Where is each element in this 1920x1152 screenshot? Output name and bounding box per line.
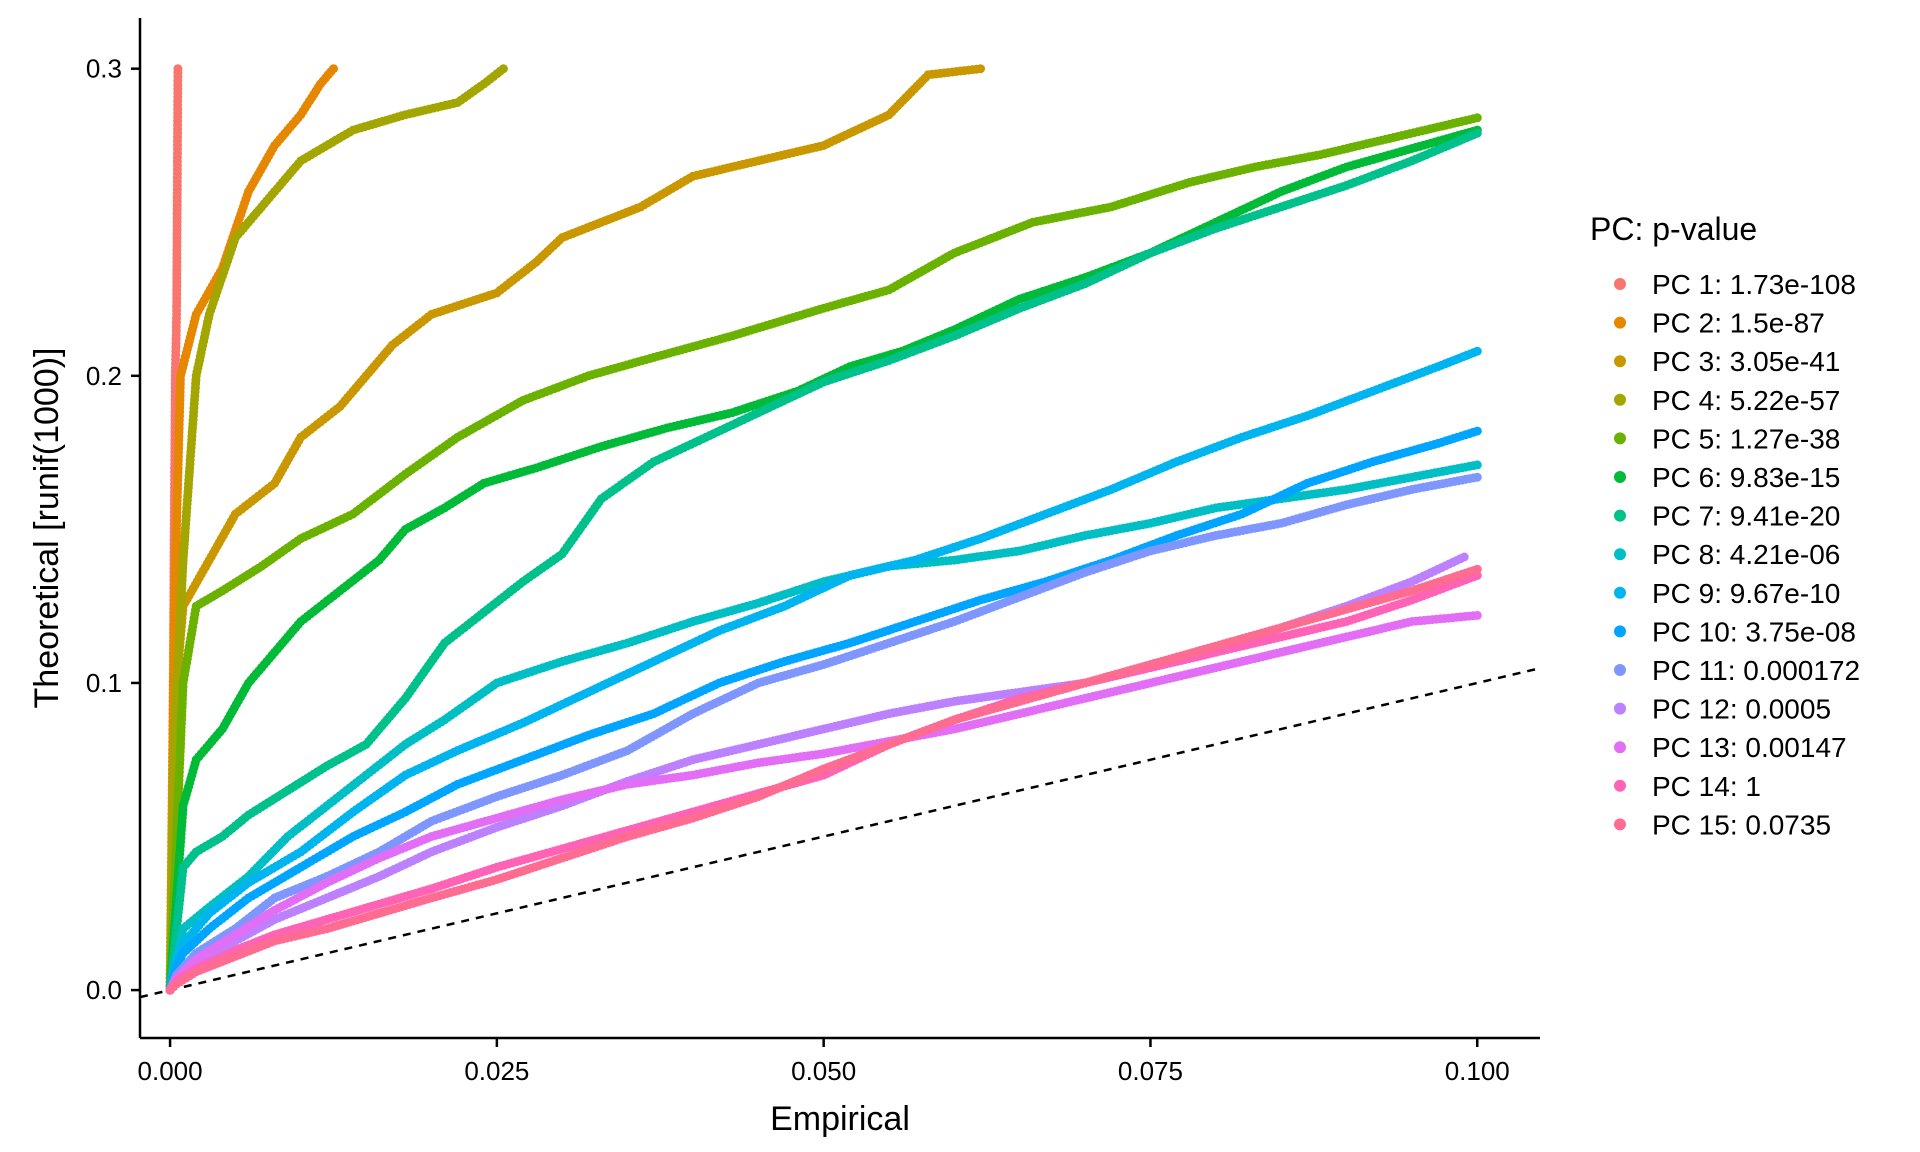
series-pc-9 (165, 346, 1482, 995)
series-pc-10 (165, 426, 1482, 995)
data-point (1472, 128, 1482, 138)
data-point (1472, 460, 1482, 470)
data-point (329, 64, 338, 74)
data-point (1459, 552, 1469, 562)
plot-panel (139, 64, 1541, 999)
reference-line (139, 666, 1541, 999)
data-point (498, 64, 508, 74)
data-point (976, 64, 985, 74)
data-point (1472, 610, 1482, 620)
series-pc-8 (165, 460, 1482, 995)
data-point (173, 64, 183, 74)
data-point (1472, 472, 1482, 482)
data-point (1472, 113, 1482, 123)
points-layer (165, 64, 1482, 995)
data-point (1472, 426, 1482, 436)
data-point (1472, 346, 1482, 356)
series-pc-11 (165, 472, 1482, 995)
series-pc-15 (165, 564, 1482, 995)
series-pc-4 (165, 64, 508, 995)
series-pc-3 (165, 64, 985, 995)
